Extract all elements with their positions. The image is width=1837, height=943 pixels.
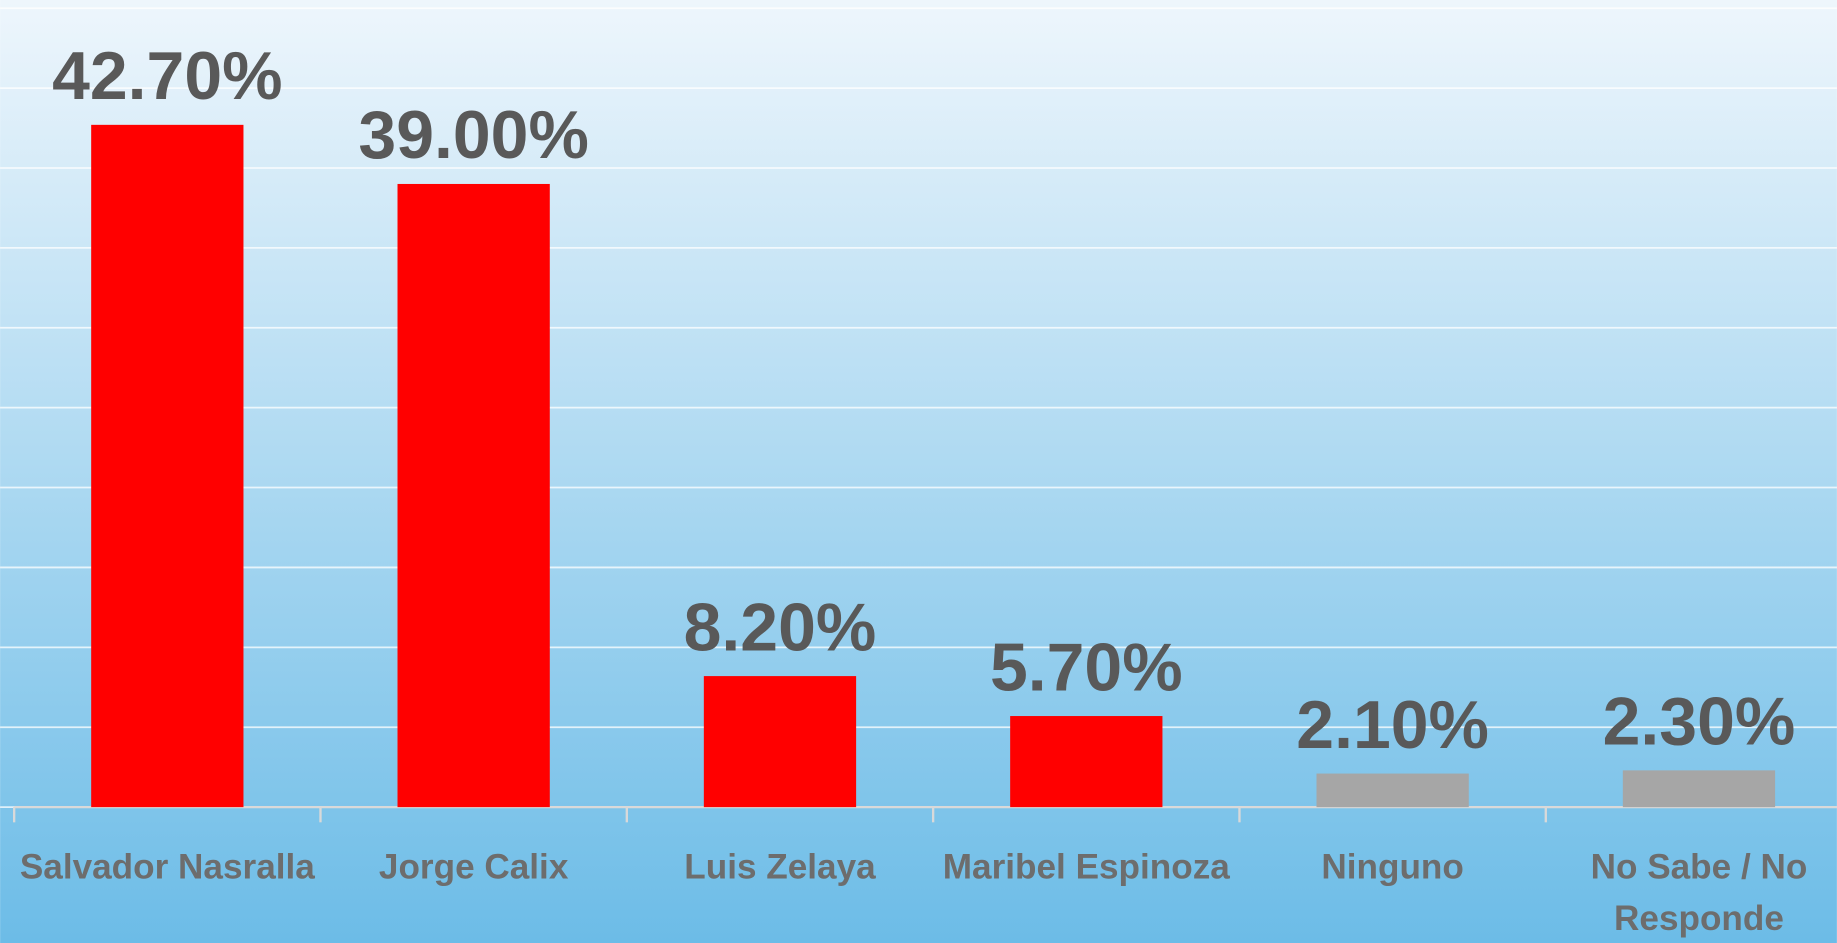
value-label: 2.10% bbox=[1296, 687, 1489, 763]
x-tick-label: No Sabe / No Responde bbox=[1590, 848, 1808, 939]
bar bbox=[91, 124, 244, 808]
value-label: 2.30% bbox=[1603, 684, 1796, 760]
x-tick-label: Maribel Espinoza bbox=[942, 848, 1230, 887]
value-label: 5.70% bbox=[990, 629, 1183, 705]
x-label-box: Salvador Nasralla bbox=[19, 848, 315, 887]
bar bbox=[1010, 716, 1163, 808]
x-tick-label: Salvador Nasralla bbox=[19, 848, 315, 887]
bar bbox=[703, 676, 857, 808]
x-label-box: Maribel Espinoza bbox=[942, 848, 1230, 887]
bar bbox=[397, 183, 550, 808]
value-label: 8.20% bbox=[684, 589, 877, 665]
value-label: 39.00% bbox=[358, 97, 588, 173]
x-label-box: Ninguno bbox=[1321, 848, 1464, 887]
x-label-box: No Sabe / No Responde bbox=[1590, 848, 1808, 939]
x-label-box: Jorge Calix bbox=[378, 848, 569, 887]
x-tick-label: Jorge Calix bbox=[378, 848, 569, 887]
x-label-box: Luis Zelaya bbox=[684, 848, 876, 887]
value-label: 42.70% bbox=[52, 38, 282, 114]
bar bbox=[1622, 770, 1776, 808]
x-tick-label: Luis Zelaya bbox=[684, 848, 876, 887]
bar bbox=[1316, 773, 1469, 808]
x-tick-label: Ninguno bbox=[1321, 848, 1464, 887]
